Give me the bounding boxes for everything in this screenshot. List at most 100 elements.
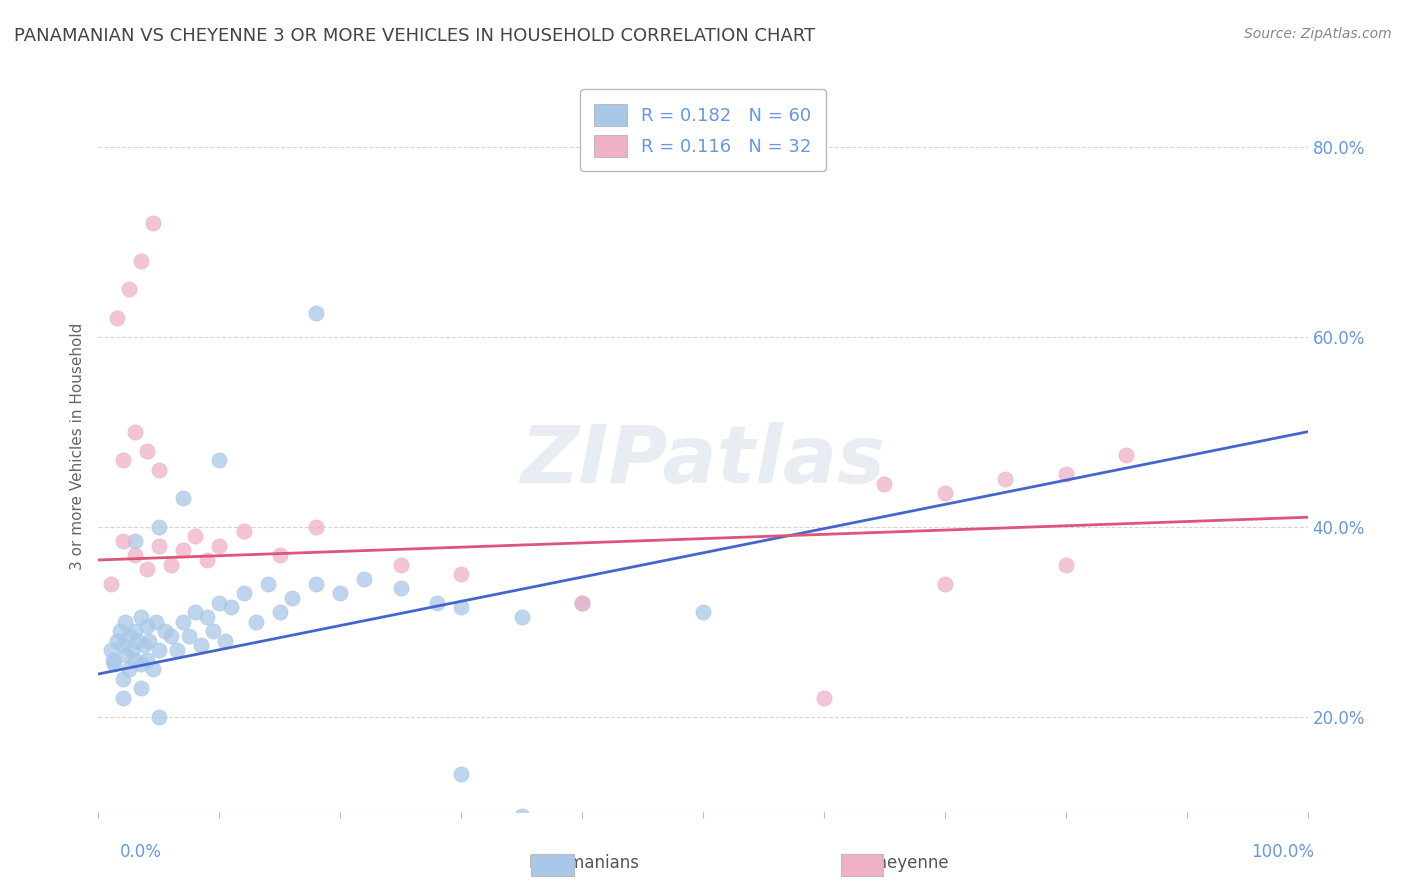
Point [450,600,472,615]
Point [129,253,152,268]
Point [135,443,157,458]
Point [135,562,157,576]
Text: Cheyenne: Cheyenne [865,854,949,871]
Point [1054,467,1077,482]
Point [256,576,278,591]
Point [118,629,141,643]
Point [153,624,176,639]
Point [214,633,236,648]
Point [450,567,472,582]
Point [129,681,152,696]
Point [172,543,194,558]
Point [329,586,352,600]
Point [208,596,231,610]
Point [994,472,1017,486]
Point [571,596,593,610]
Point [172,491,194,506]
Point [111,453,134,467]
Point [389,558,412,572]
Point [426,596,449,610]
Point [184,605,207,619]
Point [195,610,218,624]
Point [129,610,152,624]
Point [124,533,146,548]
Point [166,643,188,657]
Point [195,553,218,567]
Point [179,629,201,643]
Point [202,624,225,639]
Point [105,310,128,325]
Point [103,657,125,672]
Point [172,615,194,629]
Point [232,524,254,539]
Point [221,600,243,615]
Point [111,672,134,686]
Point [148,463,170,477]
Point [148,520,170,534]
Point [105,633,128,648]
Point [135,619,157,633]
Point [100,643,122,657]
Text: PANAMANIAN VS CHEYENNE 3 OR MORE VEHICLES IN HOUSEHOLD CORRELATION CHART: PANAMANIAN VS CHEYENNE 3 OR MORE VEHICLE… [14,27,815,45]
Point [135,653,157,667]
Point [124,425,146,439]
Point [389,582,412,596]
Point [127,633,149,648]
Point [148,710,170,724]
Point [934,486,956,500]
Legend: R = 0.182   N = 60, R = 0.116   N = 32: R = 0.182 N = 60, R = 0.116 N = 32 [579,89,827,171]
Point [142,662,165,676]
Point [148,539,170,553]
Point [160,558,183,572]
Point [124,624,146,639]
Point [108,624,131,639]
Point [124,653,146,667]
Point [134,639,156,653]
Point [101,653,124,667]
Point [692,605,714,619]
Point [281,591,304,605]
Point [208,539,231,553]
Point [142,216,165,230]
Point [873,477,896,491]
Text: Panamanians: Panamanians [529,854,638,871]
Point [145,615,167,629]
Point [148,643,170,657]
Point [111,533,134,548]
Point [571,596,593,610]
Point [450,766,472,780]
Point [208,453,231,467]
Point [934,576,956,591]
Point [121,643,143,657]
Point [305,306,328,320]
Point [138,633,160,648]
Point [129,657,152,672]
Point [269,605,291,619]
Y-axis label: 3 or more Vehicles in Household: 3 or more Vehicles in Household [69,322,84,570]
Point [111,639,134,653]
Point [114,615,136,629]
Point [269,548,291,562]
Point [124,548,146,562]
Point [232,586,254,600]
Text: ZIPatlas: ZIPatlas [520,422,886,500]
Point [160,629,183,643]
Point [118,282,141,296]
Point [1054,558,1077,572]
Point [115,648,138,662]
Point [510,610,533,624]
Point [245,615,267,629]
Point [305,576,328,591]
Point [305,520,328,534]
Point [510,809,533,823]
Point [813,690,835,705]
Point [1115,449,1137,463]
Point [184,529,207,543]
Point [118,662,141,676]
Text: Source: ZipAtlas.com: Source: ZipAtlas.com [1244,27,1392,41]
Point [190,639,212,653]
Point [111,690,134,705]
Point [353,572,375,586]
Text: 100.0%: 100.0% [1251,843,1315,861]
Point [100,576,122,591]
